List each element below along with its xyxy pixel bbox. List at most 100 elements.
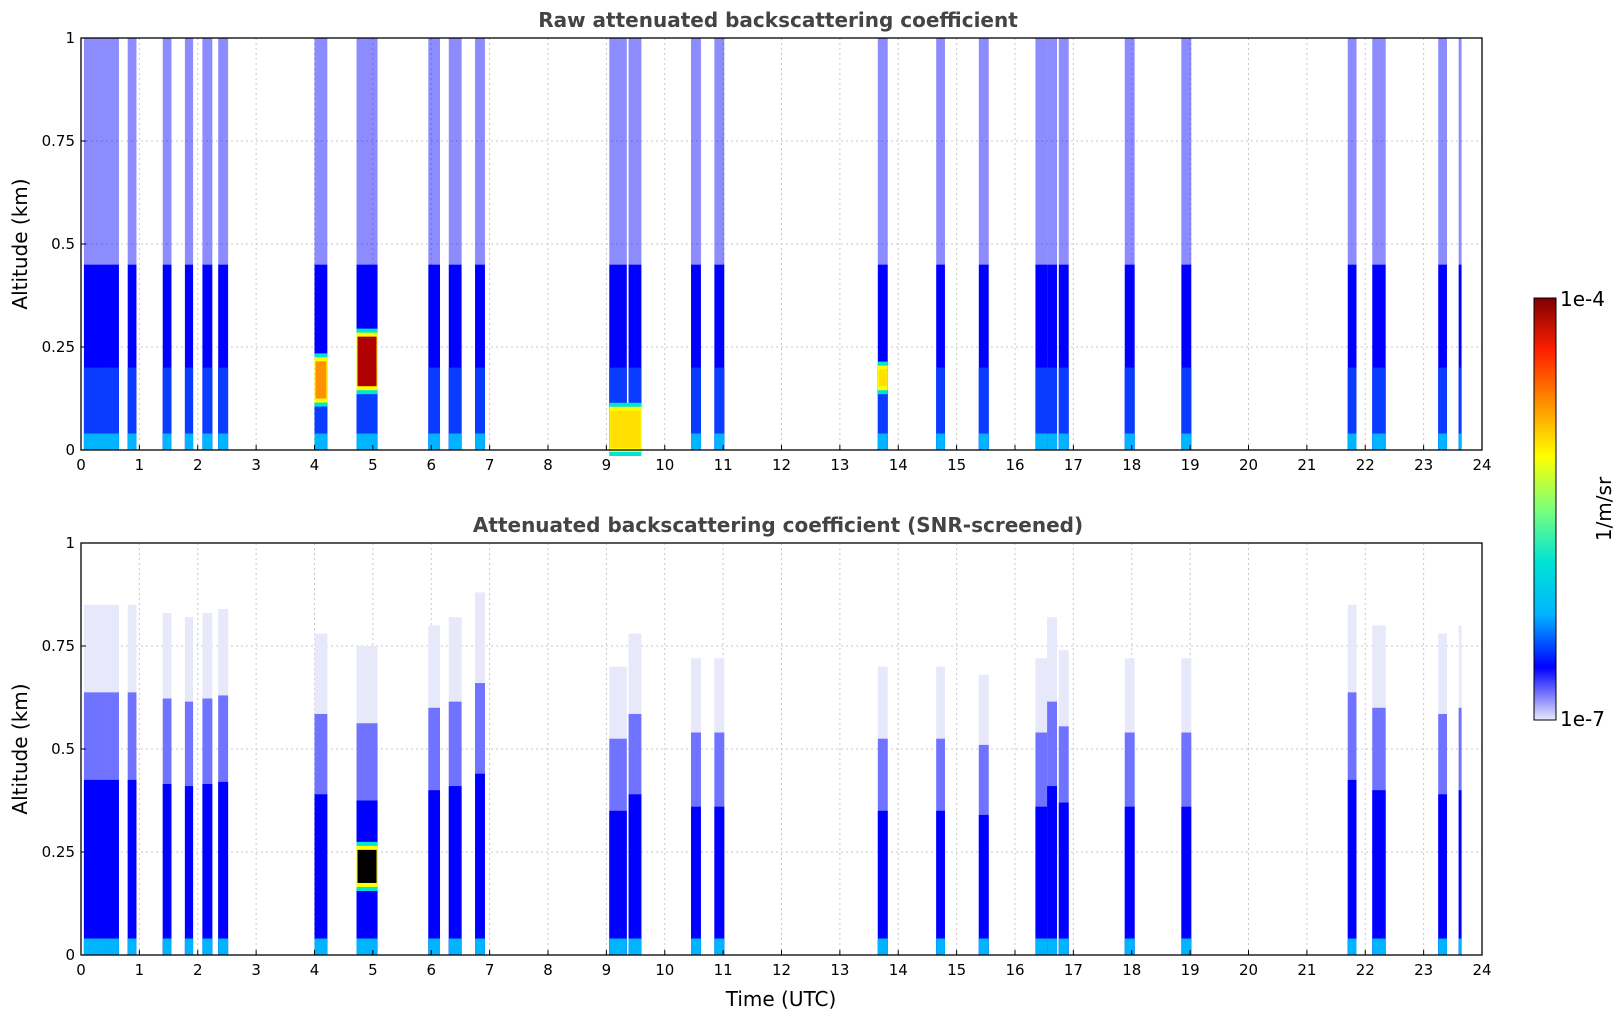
data-column-surface <box>1047 433 1058 450</box>
x-tick-label: 2 <box>193 961 203 979</box>
data-column-surface <box>1347 938 1357 955</box>
data-column-surface <box>428 938 441 955</box>
data-column-surface <box>609 938 627 955</box>
x-tick-label: 22 <box>1356 456 1375 474</box>
x-tick-label: 17 <box>1064 456 1083 474</box>
data-column-noise <box>1058 38 1069 265</box>
panel1-y-label: Altitude (km) <box>8 178 32 309</box>
data-column-surface <box>978 938 989 955</box>
data-column-surface <box>127 938 137 955</box>
x-tick-label: 12 <box>772 961 791 979</box>
x-tick-label: 10 <box>655 961 674 979</box>
data-column <box>98 779 110 955</box>
x-tick-label: 19 <box>1181 961 1200 979</box>
data-column-surface <box>448 433 462 450</box>
x-tick-label: 11 <box>714 456 733 474</box>
data-column-noise <box>609 38 627 265</box>
data-column <box>109 264 119 450</box>
data-column-surface <box>1458 938 1462 955</box>
data-column-low <box>428 367 441 450</box>
data-column-low <box>877 367 888 450</box>
data-column-surface <box>714 433 725 450</box>
data-column-surface <box>691 433 701 450</box>
data-column-low <box>127 367 137 450</box>
colorbar-unit-label: 1/m/sr <box>1592 476 1616 541</box>
x-tick-label: 2 <box>193 456 203 474</box>
data-column-low <box>448 367 462 450</box>
x-tick-label: 8 <box>543 456 553 474</box>
data-column-surface <box>1438 938 1447 955</box>
data-column-noise <box>877 38 888 265</box>
data-column-surface <box>109 433 119 450</box>
data-column <box>428 264 441 450</box>
data-column-surface <box>1181 938 1192 955</box>
data-column-noise <box>356 38 378 265</box>
data-column <box>1347 264 1357 450</box>
data-column-surface <box>628 938 642 955</box>
x-tick-label: 19 <box>1181 456 1200 474</box>
data-column <box>218 781 229 955</box>
data-column <box>428 790 441 955</box>
data-column <box>1035 264 1048 450</box>
feature-core <box>610 410 641 448</box>
data-column-noise <box>475 38 485 265</box>
data-column-surface <box>877 433 888 450</box>
x-tick-label: 24 <box>1472 456 1491 474</box>
x-tick-label: 15 <box>947 456 966 474</box>
y-tick-label: 0.5 <box>51 235 75 253</box>
x-tick-label: 16 <box>1005 456 1024 474</box>
x-tick-label: 14 <box>889 961 908 979</box>
data-column-noise <box>202 38 213 265</box>
data-column-low <box>1347 367 1357 450</box>
colorbar-max-label: 1e-4 <box>1560 287 1605 311</box>
data-column <box>1438 264 1447 450</box>
data-column-noise <box>1124 38 1135 265</box>
data-column-surface <box>936 938 945 955</box>
data-column-low <box>714 367 725 450</box>
data-column-surface <box>1458 433 1462 450</box>
data-column-noise <box>714 38 725 265</box>
data-column-noise <box>628 38 642 265</box>
data-column-surface <box>1058 938 1069 955</box>
data-column <box>127 264 137 450</box>
data-column-low <box>1035 367 1048 450</box>
data-column-surface <box>1372 938 1386 955</box>
data-column-surface <box>714 938 725 955</box>
x-tick-label: 18 <box>1122 961 1141 979</box>
x-tick-label: 4 <box>310 456 320 474</box>
data-column-low <box>691 367 701 450</box>
data-column-noise <box>162 38 172 265</box>
data-column-surface <box>356 938 378 955</box>
x-tick-label: 23 <box>1414 456 1433 474</box>
data-column-surface <box>127 433 137 450</box>
data-column-noise <box>218 38 229 265</box>
data-column-noise <box>978 38 989 265</box>
feature-core <box>357 336 377 387</box>
data-column-surface <box>877 938 888 955</box>
data-column <box>109 779 119 955</box>
data-column <box>936 264 945 450</box>
colorbar <box>1533 297 1557 721</box>
data-column-noise <box>98 38 110 265</box>
x-tick-label: 9 <box>602 961 612 979</box>
data-column <box>83 779 99 955</box>
panel1-y-ticks: 0 0.25 0.5 0.75 1 <box>42 29 86 459</box>
data-column <box>936 810 945 955</box>
data-column-noise <box>1047 38 1058 265</box>
y-tick-label: 0 <box>65 441 75 459</box>
data-column-surface <box>428 433 441 450</box>
x-tick-label: 11 <box>714 961 733 979</box>
panel2-y-label: Altitude (km) <box>8 683 32 814</box>
data-column-low <box>936 367 945 450</box>
data-column <box>609 810 627 955</box>
data-column <box>1047 264 1058 450</box>
data-column-surface <box>936 433 945 450</box>
data-column-surface <box>1035 938 1048 955</box>
data-column-noise <box>936 38 945 265</box>
data-column-low <box>1124 367 1135 450</box>
data-column <box>314 794 328 955</box>
data-column-low <box>1058 367 1069 450</box>
x-tick-label: 20 <box>1239 961 1258 979</box>
panel1-x-ticks: 0 1 2 3 4 5 6 7 8 9 10 11 12 13 14 15 16 17 18 19 20 21 22 23 24 <box>76 445 1492 474</box>
x-tick-label: 16 <box>1005 961 1024 979</box>
